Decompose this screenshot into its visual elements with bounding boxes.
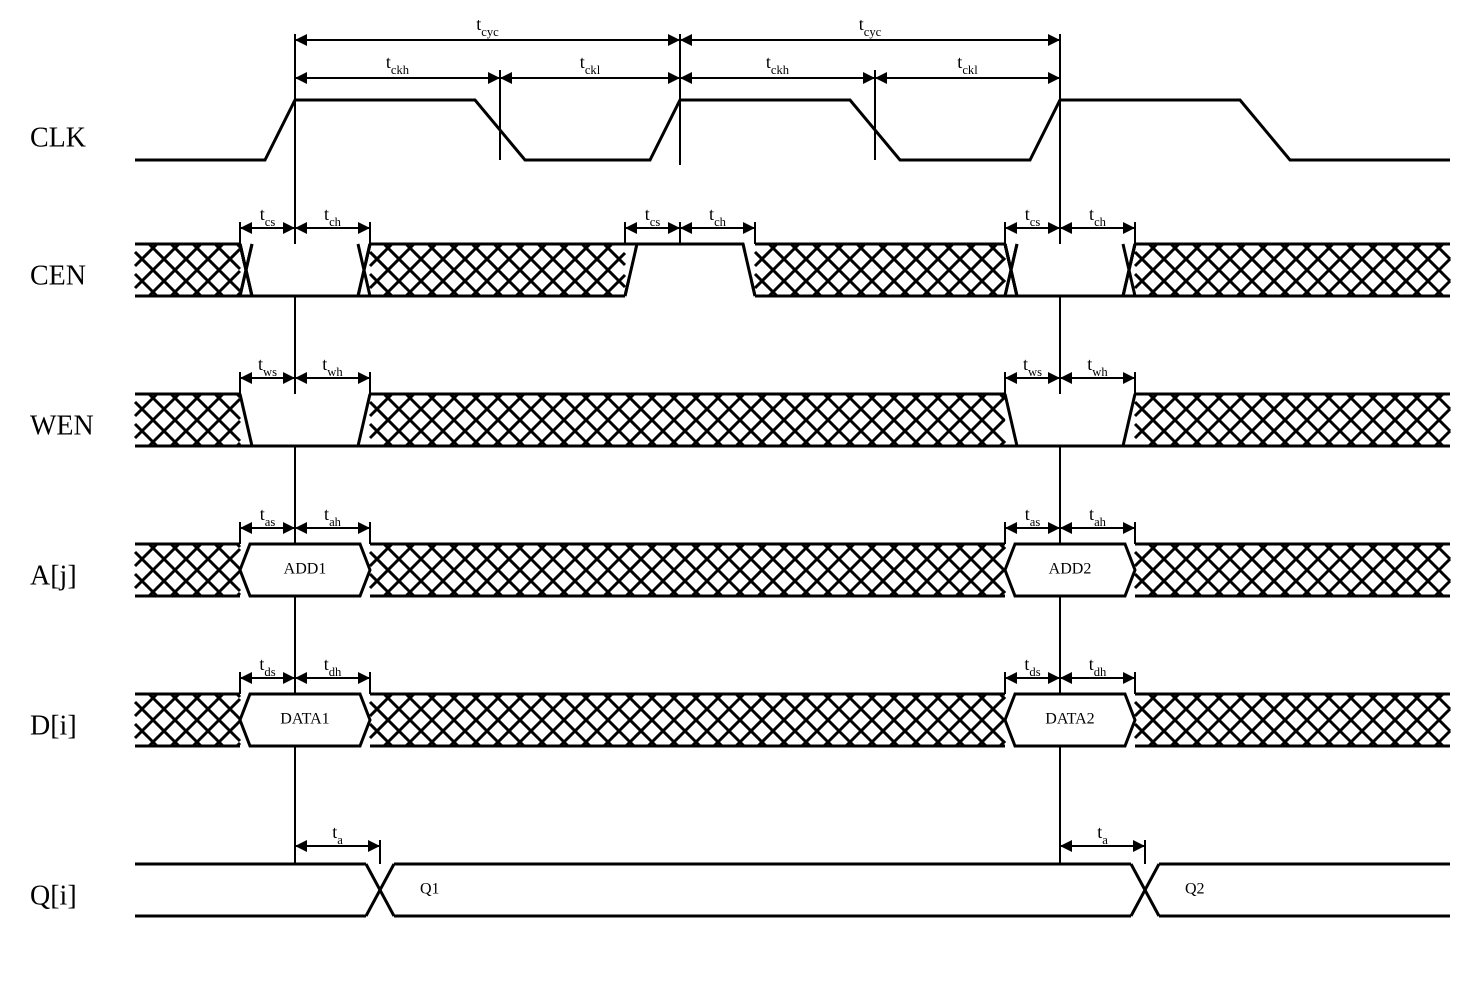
svg-text:tcyc: tcyc (476, 20, 499, 39)
svg-text:tas: tas (1025, 504, 1041, 529)
svg-text:DATA2: DATA2 (1045, 711, 1094, 728)
svg-text:Q1: Q1 (420, 881, 440, 898)
svg-text:twh: twh (322, 354, 343, 379)
svg-text:Q2: Q2 (1185, 881, 1205, 898)
svg-text:tah: tah (1089, 504, 1107, 529)
svg-text:DATA1: DATA1 (280, 711, 329, 728)
svg-text:tcs: tcs (645, 204, 661, 229)
svg-text:WEN: WEN (30, 410, 94, 441)
svg-text:tckh: tckh (386, 52, 410, 77)
timing-diagram: CLK tcyc tcyc tckh tckl tckh tckl CEN tcs tch tcs t… (20, 20, 1466, 969)
svg-text:tckh: tckh (766, 52, 790, 77)
svg-text:tws: tws (258, 354, 277, 379)
svg-text:Q[i]: Q[i] (30, 880, 77, 911)
svg-text:tch: tch (1089, 204, 1107, 229)
svg-text:tah: tah (324, 504, 342, 529)
svg-text:tas: tas (260, 504, 276, 529)
svg-text:tcs: tcs (1025, 204, 1041, 229)
svg-text:tch: tch (324, 204, 342, 229)
svg-text:tws: tws (1023, 354, 1042, 379)
svg-text:tds: tds (1024, 654, 1040, 679)
svg-text:ADD1: ADD1 (284, 561, 327, 578)
svg-text:tcyc: tcyc (859, 20, 882, 39)
svg-text:tdh: tdh (1089, 654, 1107, 679)
svg-text:CEN: CEN (30, 260, 86, 291)
svg-text:ADD2: ADD2 (1049, 561, 1092, 578)
svg-text:tdh: tdh (324, 654, 342, 679)
svg-text:CLK: CLK (30, 122, 86, 153)
svg-text:D[i]: D[i] (30, 710, 77, 741)
svg-text:tckl: tckl (580, 52, 601, 77)
svg-text:tckl: tckl (957, 52, 978, 77)
svg-text:twh: twh (1087, 354, 1108, 379)
svg-text:tcs: tcs (260, 204, 276, 229)
svg-text:tch: tch (709, 204, 727, 229)
svg-text:tds: tds (259, 654, 275, 679)
svg-text:ta: ta (1097, 822, 1108, 847)
svg-text:ta: ta (332, 822, 343, 847)
svg-text:A[j]: A[j] (30, 560, 77, 591)
